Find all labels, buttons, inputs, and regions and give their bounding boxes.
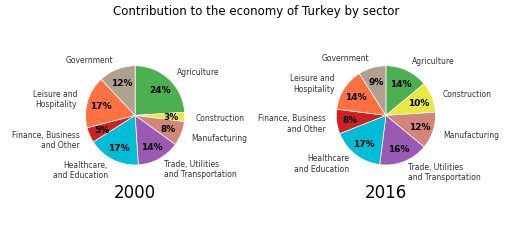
Wedge shape [135, 116, 184, 145]
Text: 3%: 3% [163, 113, 179, 121]
Wedge shape [86, 80, 135, 128]
Wedge shape [386, 67, 424, 116]
Text: Finance, Business
and Other: Finance, Business and Other [12, 130, 79, 149]
Wedge shape [336, 110, 386, 134]
Text: 12%: 12% [111, 78, 133, 87]
Wedge shape [340, 116, 386, 165]
Text: Leisure and
Hospitality: Leisure and Hospitality [290, 74, 335, 93]
Text: 17%: 17% [90, 101, 112, 111]
Wedge shape [359, 67, 386, 116]
Text: 16%: 16% [388, 144, 410, 153]
Wedge shape [93, 116, 138, 165]
Text: 17%: 17% [353, 139, 375, 148]
Text: 5%: 5% [95, 126, 110, 134]
Text: 8%: 8% [161, 124, 176, 133]
Wedge shape [87, 116, 135, 142]
Text: Trade, Utilities
and Transportation: Trade, Utilities and Transportation [408, 162, 481, 182]
Text: 2016: 2016 [365, 183, 407, 201]
Wedge shape [135, 113, 185, 122]
Text: Manufacturing: Manufacturing [443, 130, 499, 139]
Wedge shape [135, 67, 185, 116]
Wedge shape [380, 116, 424, 165]
Text: Leisure and
Hospitality: Leisure and Hospitality [33, 89, 77, 109]
Text: Healthcare,
and Education: Healthcare, and Education [53, 160, 108, 179]
Wedge shape [101, 67, 135, 116]
Text: Agriculture: Agriculture [177, 67, 219, 76]
Text: Finance, Business
and Other: Finance, Business and Other [258, 114, 326, 133]
Text: Government: Government [322, 54, 369, 62]
Text: 14%: 14% [390, 79, 412, 88]
Text: Agriculture: Agriculture [412, 57, 454, 66]
Text: 14%: 14% [141, 143, 163, 151]
Text: Government: Government [65, 55, 113, 64]
Text: 2000: 2000 [114, 183, 156, 201]
Text: Contribution to the economy of Turkey by sector: Contribution to the economy of Turkey by… [113, 5, 399, 17]
Text: Manufacturing: Manufacturing [191, 133, 247, 143]
Text: Healthcare
and Education: Healthcare and Education [294, 154, 349, 173]
Text: 14%: 14% [345, 92, 367, 101]
Text: 12%: 12% [409, 122, 431, 131]
Wedge shape [386, 113, 436, 147]
Wedge shape [386, 84, 435, 116]
Text: 10%: 10% [409, 98, 430, 107]
Text: 8%: 8% [343, 116, 358, 125]
Text: 24%: 24% [149, 86, 170, 94]
Text: 17%: 17% [108, 143, 130, 152]
Text: Construction: Construction [442, 89, 491, 98]
Text: 9%: 9% [368, 77, 383, 86]
Text: Trade, Utilities
and Transportation: Trade, Utilities and Transportation [164, 159, 237, 178]
Wedge shape [135, 116, 175, 165]
Wedge shape [337, 74, 386, 116]
Text: Construction: Construction [196, 113, 245, 122]
